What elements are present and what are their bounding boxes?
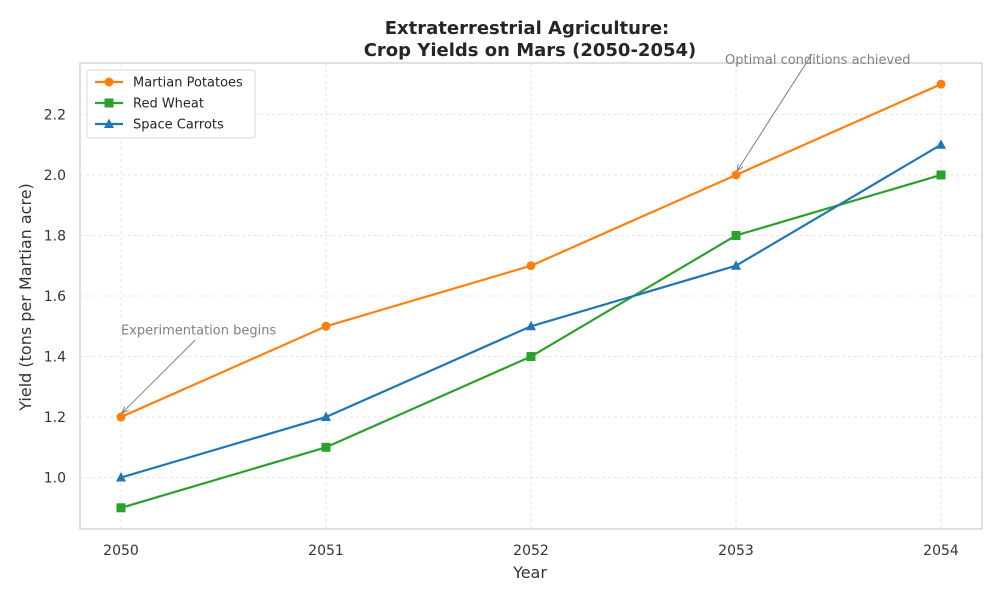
series-martian-potatoes <box>116 79 946 422</box>
chart-title-line-1: Extraterrestrial Agriculture: <box>385 18 669 39</box>
y-tick-label: 1.2 <box>44 410 66 426</box>
y-axis-ticks: 1.0 1.2 1.4 1.6 1.8 2.0 2.2 <box>44 107 66 486</box>
x-tick-label: 2052 <box>513 543 549 559</box>
data-point <box>116 472 126 482</box>
y-tick-label: 1.0 <box>44 471 66 487</box>
annotation-arrowhead <box>736 163 744 173</box>
y-tick-label: 1.8 <box>44 228 66 244</box>
data-point <box>731 260 741 270</box>
data-point <box>116 503 126 513</box>
data-point <box>936 170 946 180</box>
legend-marker <box>104 98 114 108</box>
legend-item: Martian Potatoes <box>95 76 243 91</box>
x-tick-label: 2054 <box>923 543 959 559</box>
y-axis-label: Yield (tons per Martian acre) <box>16 183 35 412</box>
data-point <box>731 170 741 180</box>
y-tick-label: 2.0 <box>44 168 66 184</box>
data-point <box>116 412 126 422</box>
data-point <box>936 139 946 149</box>
x-axis-label: Year <box>512 563 547 582</box>
legend-marker <box>104 77 114 87</box>
legend-label: Red Wheat <box>133 97 204 112</box>
data-point <box>936 79 946 89</box>
legend-item: Red Wheat <box>95 97 204 112</box>
chart-title-line-2: Crop Yields on Mars (2050-2054) <box>364 40 697 61</box>
data-point <box>321 442 331 452</box>
x-tick-label: 2053 <box>718 543 754 559</box>
annotation-texts: Experimentation begins Optimal conditions… <box>121 53 911 338</box>
data-point <box>526 320 536 331</box>
data-point <box>321 321 331 331</box>
legend-label: Space Carrots <box>133 118 224 133</box>
y-tick-label: 1.4 <box>44 350 66 366</box>
y-tick-label: 2.2 <box>44 107 66 123</box>
data-point <box>731 230 741 240</box>
data-point <box>526 261 536 271</box>
legend: Martian Potatoes Red Wheat Space Carrots <box>86 69 256 139</box>
annotation-arrow <box>121 339 196 414</box>
series-layer <box>116 79 946 513</box>
annotation-label: Experimentation begins <box>121 323 276 338</box>
legend-marker <box>104 118 114 128</box>
x-tick-label: 2051 <box>308 543 344 559</box>
plot-frame <box>79 62 983 530</box>
series-red-wheat <box>116 170 946 513</box>
x-tick-label: 2050 <box>103 543 139 559</box>
legend-box <box>86 69 256 139</box>
legend-label: Martian Potatoes <box>133 76 243 91</box>
data-point <box>321 411 331 422</box>
x-axis-ticks: 2050 2051 2052 2053 2054 <box>103 543 959 559</box>
legend-item: Space Carrots <box>95 118 224 133</box>
annotation-arrow <box>736 53 813 172</box>
series-space-carrots <box>116 139 946 482</box>
y-tick-label: 1.6 <box>44 289 66 305</box>
annotation-label: Optimal conditions achieved <box>725 53 911 68</box>
data-point <box>526 352 536 362</box>
